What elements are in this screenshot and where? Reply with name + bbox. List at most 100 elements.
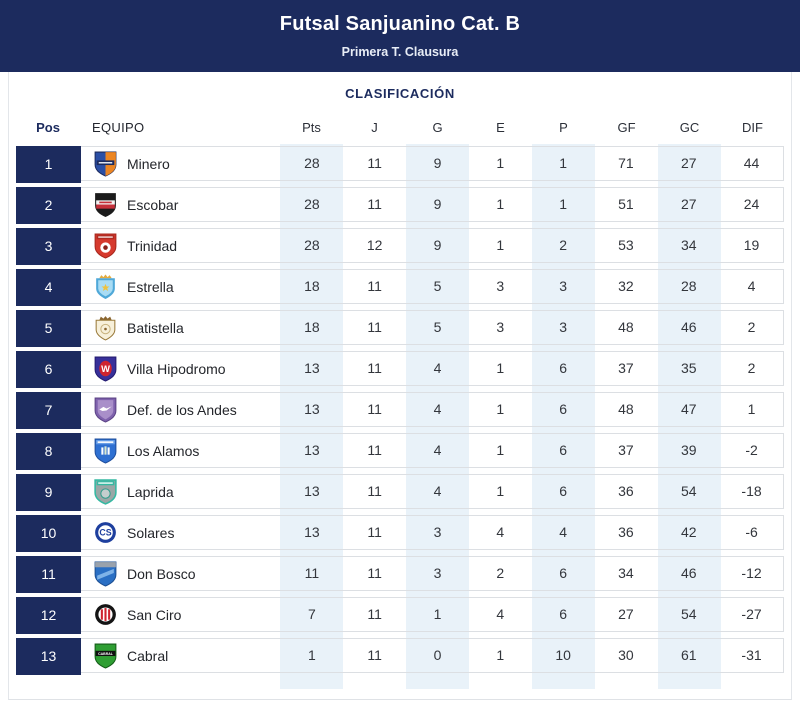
stat-gf: 30	[618, 647, 634, 663]
stat-p: 6	[559, 442, 567, 458]
page-subtitle: Primera T. Clausura	[341, 45, 459, 59]
stat-pts: 13	[304, 483, 320, 499]
team-name: Trinidad	[127, 237, 178, 254]
stat-gc: 54	[680, 483, 697, 499]
section-title: CLASIFICACIÓN	[345, 86, 455, 101]
stat-p: 3	[559, 319, 567, 335]
standings-card: CLASIFICACIÓN Pos EQUIPO Pts J G E P GF GC DIF 1 M…	[8, 72, 792, 700]
stat-e: 3	[496, 319, 505, 335]
table-row: 8 Los Alamos 13 11 4 1 6 37 39 -2	[16, 433, 784, 470]
stat-e: 2	[496, 565, 505, 581]
position-badge: 4	[16, 269, 81, 306]
stat-pts: 11	[304, 565, 320, 581]
stat-j: 11	[367, 319, 382, 335]
position-badge: 8	[16, 433, 81, 470]
stat-pts: 18	[304, 319, 320, 335]
stat-pts: 13	[304, 360, 320, 376]
stat-dif: -18	[741, 483, 762, 499]
stat-g: 0	[433, 647, 442, 663]
team-name: Def. de los Andes	[127, 401, 237, 418]
stat-pts: 13	[304, 442, 320, 458]
stat-gf: 34	[618, 565, 634, 581]
highlight-stripe-p	[532, 144, 595, 689]
stat-e: 1	[496, 483, 505, 499]
table-row: 12 San Ciro 7 11 1 4 6 27 54 -27	[16, 597, 784, 634]
team-name: Solares	[127, 524, 175, 541]
team-name: Batistella	[127, 319, 184, 336]
stat-pts: 28	[304, 237, 320, 253]
highlight-stripe-pts	[280, 144, 343, 689]
svg-text:W: W	[101, 364, 110, 374]
team-name: Escobar	[127, 196, 179, 213]
stat-dif: 44	[743, 155, 760, 171]
column-highlight-stripes	[16, 144, 784, 689]
team-cell: Def. de los Andes	[81, 393, 280, 426]
stat-gf: 37	[618, 360, 634, 376]
table-row: 13 CABRAL Cabral 1 11 0 1 10 30 61 -31	[16, 638, 784, 675]
stat-dif: 4	[747, 278, 756, 294]
highlight-stripe-gc	[658, 144, 721, 689]
stat-gf: 36	[618, 483, 634, 499]
stat-j: 11	[367, 196, 382, 212]
stat-p: 6	[559, 483, 567, 499]
stat-gc: 42	[680, 524, 697, 540]
stat-g: 9	[433, 196, 442, 212]
stat-g: 4	[433, 442, 442, 458]
stat-pts: 1	[307, 647, 316, 663]
stat-gc: 27	[680, 196, 697, 212]
def-de-los-andes-crest-icon	[94, 397, 117, 423]
team-cell: Batistella	[81, 311, 280, 344]
table-row: 7 Def. de los Andes 13 11 4 1 6 48 47 1	[16, 392, 784, 429]
stat-e: 4	[496, 524, 505, 540]
table-row: 9 Laprida 13 11 4 1 6 36 54 -18	[16, 474, 784, 511]
column-header-gf: GF	[617, 119, 636, 135]
column-header-dif: DIF	[742, 119, 763, 135]
column-header-j: J	[371, 119, 378, 135]
stat-dif: -27	[741, 606, 762, 622]
table-body: 1 Minero 28 11 9 1 1 71 27 44 2 Escobar 28 11 9 1 1 51 27 2…	[16, 144, 784, 689]
stat-e: 1	[496, 196, 505, 212]
column-header-name: EQUIPO	[92, 119, 145, 135]
stat-gf: 32	[618, 278, 634, 294]
stat-gf: 36	[618, 524, 634, 540]
svg-text:CABRAL: CABRAL	[98, 652, 114, 656]
stat-gc: 28	[680, 278, 697, 294]
stat-gf: 48	[618, 401, 634, 417]
team-cell: Los Alamos	[81, 434, 280, 467]
stat-p: 3	[559, 278, 567, 294]
stat-g: 3	[433, 524, 442, 540]
position-badge: 10	[16, 515, 81, 552]
stat-pts: 7	[307, 606, 316, 622]
stat-gf: 27	[618, 606, 634, 622]
stat-j: 11	[367, 360, 382, 376]
los-alamos-crest-icon	[94, 438, 117, 464]
stat-p: 1	[559, 196, 567, 212]
position-badge: 1	[16, 146, 81, 183]
stat-gf: 71	[618, 155, 634, 171]
stat-j: 11	[367, 606, 382, 622]
stat-dif: -12	[741, 565, 762, 581]
stat-gc: 34	[680, 237, 697, 253]
stat-dif: 24	[743, 196, 760, 212]
team-cell: Escobar	[81, 188, 280, 221]
stat-e: 4	[496, 606, 505, 622]
stat-e: 1	[496, 155, 505, 171]
team-name: Villa Hipodromo	[127, 360, 226, 377]
column-header-g: G	[432, 119, 443, 135]
escobar-crest-icon	[95, 193, 116, 217]
stat-gf: 53	[618, 237, 634, 253]
team-name: Laprida	[127, 483, 174, 500]
stat-pts: 13	[304, 401, 320, 417]
position-badge: 5	[16, 310, 81, 347]
trinidad-crest-icon	[94, 233, 117, 259]
stat-j: 11	[367, 401, 382, 417]
table-row: 2 Escobar 28 11 9 1 1 51 27 24	[16, 187, 784, 224]
team-name: Don Bosco	[127, 565, 196, 582]
stat-j: 11	[367, 565, 382, 581]
stat-g: 3	[433, 565, 442, 581]
stat-gc: 47	[680, 401, 697, 417]
stat-gc: 46	[680, 319, 697, 335]
batistella-crest-icon	[95, 316, 116, 341]
table-row: 10 CS Solares 13 11 3 4 4 36 42 -6	[16, 515, 784, 552]
stat-g: 1	[433, 606, 442, 622]
